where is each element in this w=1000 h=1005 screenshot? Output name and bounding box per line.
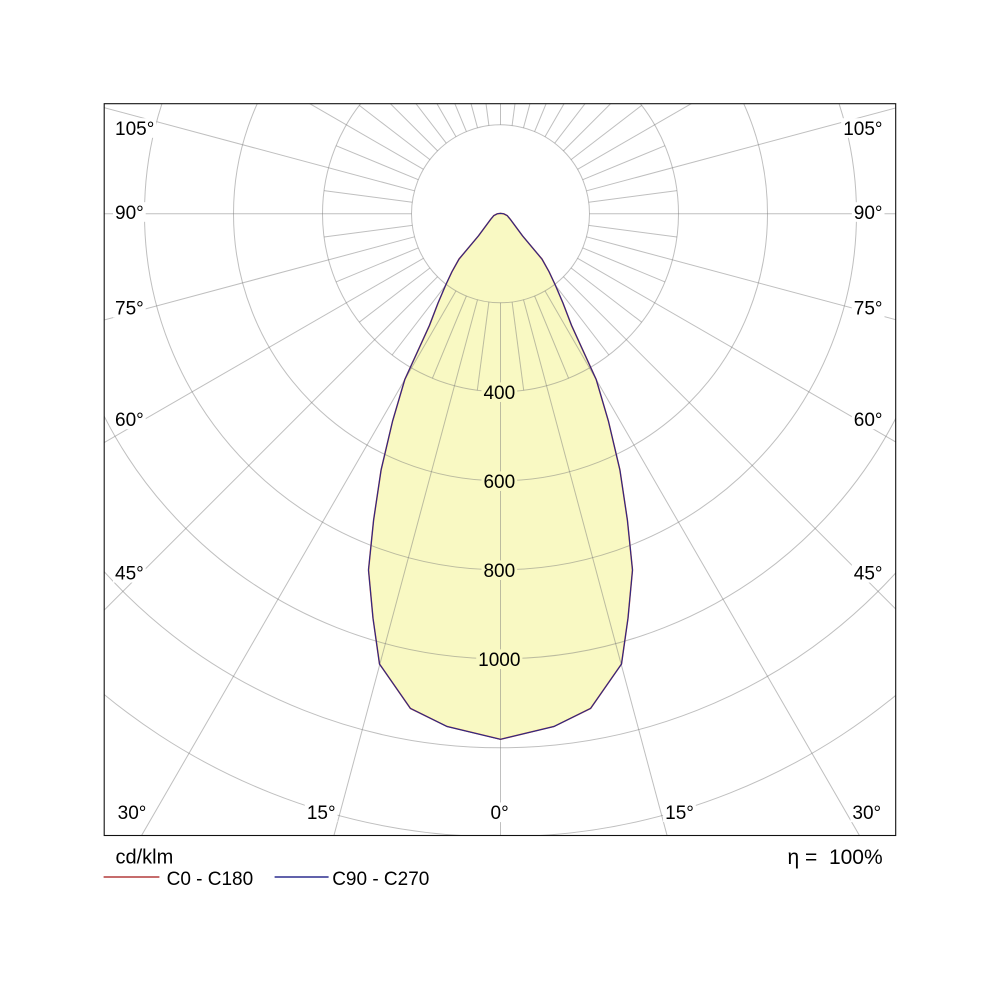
svg-text:90°: 90° bbox=[115, 203, 144, 224]
svg-text:30°: 30° bbox=[118, 803, 147, 824]
svg-text:75°: 75° bbox=[115, 299, 144, 320]
svg-text:30°: 30° bbox=[852, 803, 881, 824]
svg-text:60°: 60° bbox=[854, 410, 883, 431]
svg-text:105°: 105° bbox=[843, 119, 882, 140]
svg-text:45°: 45° bbox=[854, 564, 883, 585]
svg-text:15°: 15° bbox=[307, 803, 336, 824]
svg-text:C90 - C270: C90 - C270 bbox=[332, 869, 429, 890]
svg-text:15°: 15° bbox=[665, 803, 694, 824]
svg-text:600: 600 bbox=[483, 472, 515, 493]
svg-text:45°: 45° bbox=[115, 564, 144, 585]
svg-text:η = 100%: η = 100% bbox=[788, 846, 883, 869]
svg-text:400: 400 bbox=[483, 383, 515, 404]
svg-text:60°: 60° bbox=[115, 410, 144, 431]
svg-text:cd/klm: cd/klm bbox=[116, 847, 174, 869]
svg-text:105°: 105° bbox=[115, 119, 154, 140]
svg-text:1000: 1000 bbox=[478, 650, 520, 671]
svg-text:75°: 75° bbox=[854, 299, 883, 320]
svg-text:0°: 0° bbox=[491, 803, 509, 824]
svg-text:C0 - C180: C0 - C180 bbox=[167, 869, 254, 890]
svg-text:90°: 90° bbox=[854, 203, 883, 224]
svg-text:800: 800 bbox=[483, 561, 515, 582]
